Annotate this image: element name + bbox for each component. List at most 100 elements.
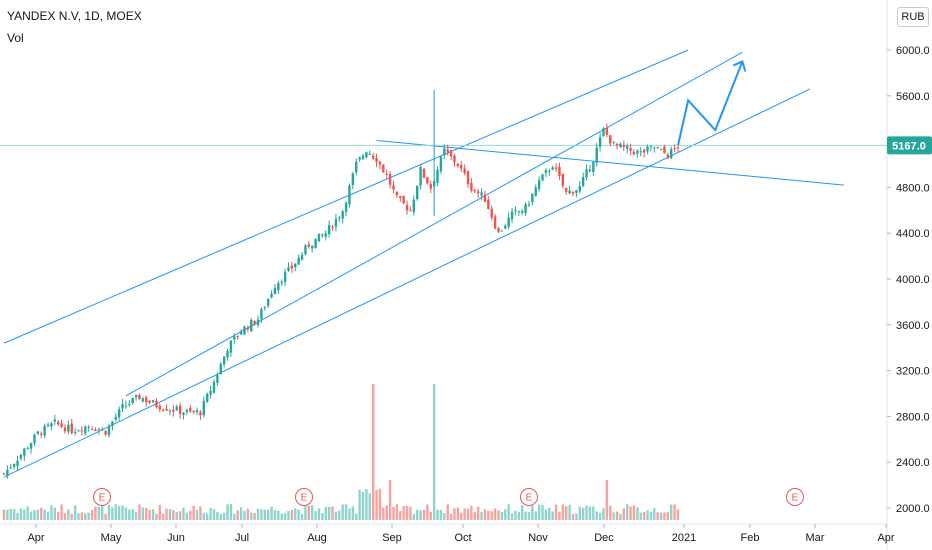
earnings-marker-1[interactable] <box>295 488 313 506</box>
candle-body <box>287 267 290 271</box>
volume-bar <box>2 509 6 520</box>
volume-bar <box>473 512 476 520</box>
volume-bar <box>317 508 321 520</box>
candle-body <box>151 400 155 403</box>
price-axis[interactable]: 2000.0 2400.0 2800.0 3200.0 3600.0 4000.0 4400… <box>887 45 930 515</box>
time-axis[interactable]: Apr May Jun Jul Aug Sep Oct Nov Dec 2021 Feb Mar Apr <box>27 524 895 544</box>
volume-bar <box>307 505 311 520</box>
candle-body <box>619 143 622 147</box>
projection-path <box>677 61 744 146</box>
candle-body <box>111 421 114 427</box>
volume-bar <box>33 509 36 520</box>
candle-body <box>531 193 534 203</box>
candle-body <box>80 430 84 432</box>
volume-bar <box>294 508 297 520</box>
volume-bar <box>663 512 666 520</box>
volume-bar <box>676 509 680 520</box>
candle-body <box>43 425 46 436</box>
candle-body <box>283 272 287 282</box>
volume-bar <box>416 509 419 520</box>
volume-bar <box>155 513 158 520</box>
candle-body <box>466 171 470 185</box>
volume-bar <box>426 504 429 520</box>
candle-body <box>578 186 581 192</box>
volume-bar <box>300 513 304 520</box>
volume-bar <box>575 513 578 520</box>
volume-bar <box>256 508 260 520</box>
volume-bar <box>189 510 192 520</box>
volume-bar <box>19 508 23 520</box>
candle-body <box>609 135 612 144</box>
candle-body <box>595 147 598 163</box>
candle-body <box>277 283 280 291</box>
candle-body <box>565 187 568 192</box>
volume-bar <box>165 508 168 520</box>
earnings-marker-2[interactable] <box>520 488 538 506</box>
candle-body <box>145 397 148 403</box>
time-tick-label: Aug <box>307 532 327 544</box>
trendline-1 <box>3 88 811 478</box>
volume-bar <box>622 508 626 520</box>
candle-body <box>77 430 80 432</box>
candle-body <box>56 421 60 425</box>
candle-body <box>138 394 141 400</box>
volume-bar <box>206 513 209 520</box>
candle-body <box>182 412 185 415</box>
volume-bar <box>510 513 514 520</box>
candle-body <box>19 454 23 459</box>
candle-body <box>314 238 317 248</box>
volume-bar <box>619 513 622 520</box>
volume-bar <box>131 509 134 520</box>
volume-bar <box>443 513 446 520</box>
candle-body <box>239 332 243 335</box>
price-tick-label: 5600.0 <box>896 91 930 103</box>
candle-body <box>324 233 327 237</box>
volume-bar <box>287 510 290 520</box>
earnings-marker-0[interactable] <box>93 488 111 506</box>
volume-bar <box>63 513 67 520</box>
candle-body <box>6 469 9 476</box>
last-price-tag-bg <box>887 136 932 155</box>
volume-bar <box>470 505 473 520</box>
volume-bar <box>12 509 16 520</box>
earnings-marker-label: E <box>526 493 533 504</box>
candle-body <box>371 155 375 159</box>
currency-button[interactable]: RUB <box>897 7 929 27</box>
candle-body <box>141 398 145 402</box>
volume-bar <box>571 513 575 520</box>
candle-body <box>209 390 212 395</box>
candle-body <box>101 429 104 431</box>
candle-body <box>632 151 636 155</box>
trendline-3 <box>376 139 845 186</box>
volume-bar <box>385 505 388 520</box>
time-tick-label: 2021 <box>672 532 696 544</box>
earnings-marker-3[interactable] <box>786 488 804 506</box>
volume-bar <box>94 506 97 520</box>
candle-body <box>263 307 266 309</box>
volume-bar <box>104 513 107 520</box>
candle-body <box>202 400 206 416</box>
candle-body <box>663 146 666 154</box>
volume-bar <box>141 507 145 520</box>
volume-bar <box>53 507 57 520</box>
volume-bar <box>145 508 148 520</box>
volume-bar <box>124 507 128 520</box>
time-tick-label: Apr <box>27 532 44 544</box>
candle-body <box>219 364 222 375</box>
volume-bar <box>26 506 29 520</box>
volume-bar <box>277 510 280 520</box>
volume-bar <box>219 513 222 520</box>
volume-bar <box>195 510 199 520</box>
candle-body <box>378 161 382 165</box>
volume-bar <box>97 506 101 520</box>
candle-body <box>598 137 602 147</box>
candle-body <box>243 326 246 335</box>
candle-body <box>670 149 673 159</box>
projection-arrow <box>677 60 747 146</box>
candle-body <box>246 327 250 330</box>
volume-bar <box>304 504 307 520</box>
volume-bar <box>101 505 104 520</box>
candle-body <box>104 431 107 435</box>
